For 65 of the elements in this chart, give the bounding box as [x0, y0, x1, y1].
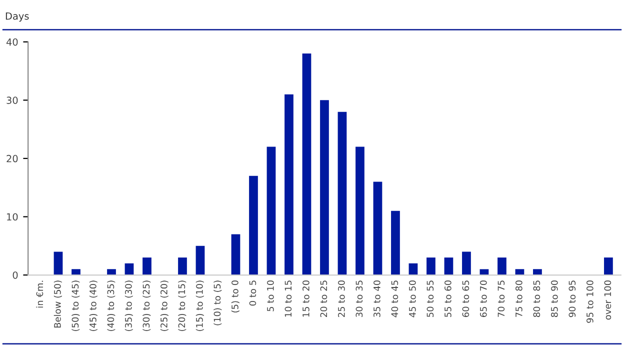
- x-tick-label: 5 to 10: [267, 280, 274, 312]
- x-tick-label: (20) to (15): [178, 280, 186, 331]
- bar: [356, 146, 364, 276]
- x-tick-label: (50) to (45): [72, 280, 80, 331]
- y-tick-label: 20: [6, 154, 18, 162]
- x-tick-label: (5) to 0: [231, 280, 240, 312]
- x-tick-label: 30 to 35: [356, 280, 363, 317]
- bar: [124, 263, 134, 276]
- bar: [373, 182, 382, 276]
- bar: [284, 94, 294, 276]
- x-tick-label: 50 to 55: [426, 280, 434, 317]
- bar: [196, 246, 205, 276]
- x-tick-label: over 100: [604, 280, 612, 320]
- x-tick-label: 90 to 95: [568, 280, 576, 318]
- bar: [426, 258, 436, 276]
- bar: [54, 252, 63, 276]
- x-tick-label: (15) to (10): [196, 280, 204, 331]
- bar: [320, 100, 329, 276]
- x-tick-label: (30) to (25): [142, 280, 151, 331]
- x-tick-label: 95 to 100: [586, 280, 594, 323]
- bar: [462, 252, 471, 276]
- y-tick-label: 40: [6, 38, 18, 46]
- y-tick-label: 30: [6, 96, 18, 104]
- x-tick-label: 75 to 80: [516, 280, 522, 317]
- x-tick-label: 45 to 50: [409, 280, 416, 318]
- bar: [231, 234, 240, 276]
- x-tick-label: 55 to 60: [444, 280, 452, 317]
- bar: [444, 258, 454, 276]
- x-tick-label: (45) to (40): [89, 280, 98, 331]
- bar: [266, 146, 276, 276]
- x-tick-label: in €m.: [36, 280, 44, 308]
- bar: [72, 269, 80, 276]
- bar: [391, 210, 400, 276]
- y-tick-label: 0: [12, 271, 18, 279]
- x-tick-label: 0 to 5: [249, 280, 256, 306]
- bar: [142, 258, 152, 276]
- x-tick-label: 35 to 40: [374, 280, 380, 317]
- x-tick-label: 40 to 45: [391, 280, 398, 318]
- x-tick-label: 65 to 70: [480, 280, 487, 318]
- x-tick-label: 10 to 15: [284, 280, 292, 317]
- bar: [338, 112, 347, 276]
- bar: [604, 258, 613, 276]
- x-tick-label: (25) to (20): [160, 280, 168, 331]
- x-tick-label: (10) to (5): [214, 280, 222, 326]
- bar: [533, 269, 542, 276]
- x-tick-label: 60 to 65: [462, 280, 470, 318]
- bar: [515, 269, 524, 276]
- x-tick-label: 25 to 30: [338, 280, 345, 317]
- bar: [302, 54, 312, 276]
- bar: [107, 269, 116, 276]
- x-tick-label: 85 to 90: [551, 280, 558, 318]
- chart-title: Days: [6, 12, 29, 22]
- bar: [408, 263, 418, 276]
- x-tick-label: 20 to 25: [320, 280, 328, 317]
- x-tick-label: 80 to 85: [533, 280, 540, 318]
- bar: [480, 269, 489, 276]
- bar: [249, 176, 258, 276]
- x-tick-label: (35) to (30): [124, 280, 133, 331]
- x-tick-label: (40) to (35): [107, 280, 116, 331]
- x-tick-label: 70 to 75: [498, 280, 505, 317]
- y-tick-label: 10: [7, 213, 18, 221]
- bar: [498, 258, 506, 276]
- x-tick-label: Below (50): [54, 280, 62, 328]
- bar: [178, 258, 187, 276]
- x-tick-label: 15 to 20: [302, 280, 310, 317]
